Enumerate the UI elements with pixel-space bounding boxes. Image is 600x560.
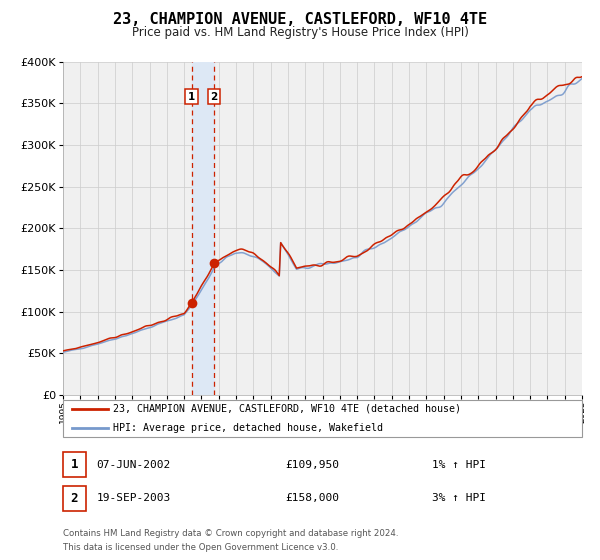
Text: 19-SEP-2003: 19-SEP-2003 — [97, 493, 171, 503]
Text: £158,000: £158,000 — [285, 493, 339, 503]
Text: 07-JUN-2002: 07-JUN-2002 — [97, 460, 171, 470]
Text: £109,950: £109,950 — [285, 460, 339, 470]
Text: Contains HM Land Registry data © Crown copyright and database right 2024.: Contains HM Land Registry data © Crown c… — [63, 529, 398, 538]
Text: 1: 1 — [71, 458, 78, 472]
Text: Price paid vs. HM Land Registry's House Price Index (HPI): Price paid vs. HM Land Registry's House … — [131, 26, 469, 39]
Text: 3% ↑ HPI: 3% ↑ HPI — [432, 493, 486, 503]
Text: 2: 2 — [210, 92, 217, 101]
Bar — [192, 62, 214, 395]
Text: 1: 1 — [188, 92, 196, 101]
Text: 23, CHAMPION AVENUE, CASTLEFORD, WF10 4TE: 23, CHAMPION AVENUE, CASTLEFORD, WF10 4T… — [113, 12, 487, 27]
Text: 23, CHAMPION AVENUE, CASTLEFORD, WF10 4TE (detached house): 23, CHAMPION AVENUE, CASTLEFORD, WF10 4T… — [113, 404, 461, 413]
Text: HPI: Average price, detached house, Wakefield: HPI: Average price, detached house, Wake… — [113, 423, 383, 432]
Text: 2: 2 — [71, 492, 78, 505]
Text: This data is licensed under the Open Government Licence v3.0.: This data is licensed under the Open Gov… — [63, 543, 338, 552]
Text: 1% ↑ HPI: 1% ↑ HPI — [432, 460, 486, 470]
